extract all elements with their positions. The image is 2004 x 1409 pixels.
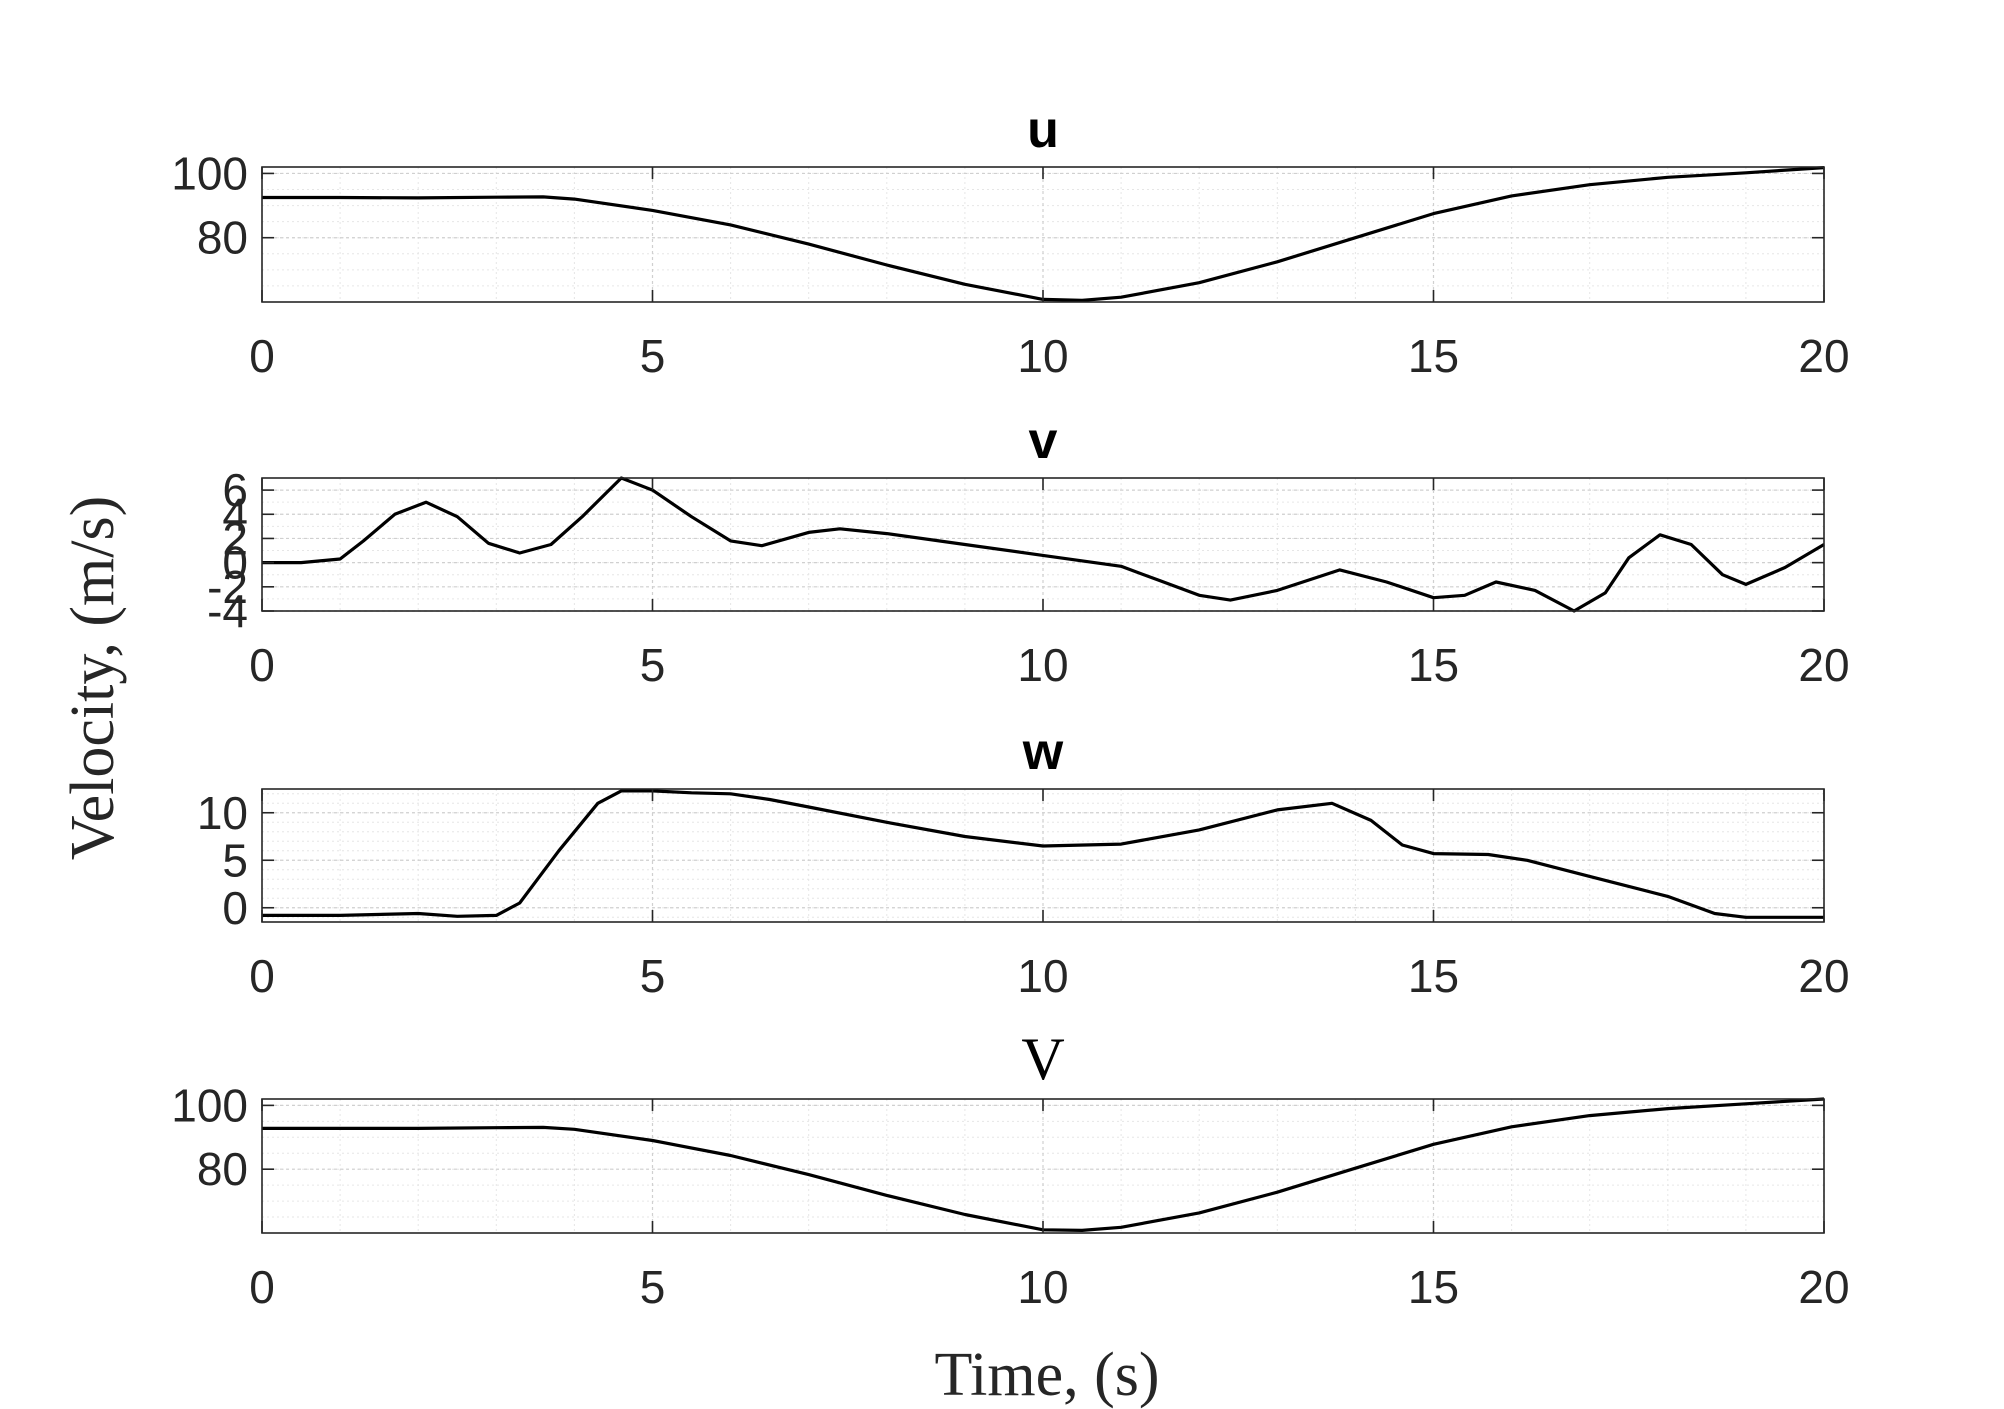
x-tick-label: 20: [1798, 639, 1849, 691]
x-tick-label: 5: [640, 330, 666, 382]
y-tick-label: 6: [222, 464, 248, 516]
x-tick-label: 10: [1017, 330, 1068, 382]
y-tick-label: 0: [222, 537, 248, 589]
series-line-w: [262, 789, 1824, 919]
x-tick-label: 20: [1798, 330, 1849, 382]
x-tick-label: 0: [249, 950, 275, 1002]
x-tick-label: 0: [249, 330, 275, 382]
x-tick-label: 15: [1408, 1261, 1459, 1313]
y-axis-label: Velocity, (m/s): [59, 496, 127, 860]
x-axis-label: Time, (s): [934, 1341, 1159, 1409]
subplot-1: 0 5 10 15 20 80 100 u: [171, 101, 1849, 382]
y-tick-label: 0: [222, 882, 248, 934]
y-tick-label: -4: [207, 585, 248, 637]
x-tick-label: 10: [1017, 950, 1068, 1002]
x-tick-label: 15: [1408, 950, 1459, 1002]
x-tick-label: 5: [640, 950, 666, 1002]
y-tick-label: 2: [222, 512, 248, 564]
y-tick-label: 10: [197, 787, 248, 839]
x-tick-label: 5: [640, 639, 666, 691]
x-tick-label: 10: [1017, 1261, 1068, 1313]
y-tick-label: 80: [197, 1143, 248, 1195]
x-tick-label: 15: [1408, 639, 1459, 691]
y-tick-label: -2: [207, 561, 248, 613]
x-tick-label: 20: [1798, 950, 1849, 1002]
subplot-4: 0 5 10 15 20 80 100 V: [171, 1026, 1849, 1313]
subplot-title: u: [1027, 101, 1059, 159]
y-tick-label: 80: [197, 212, 248, 264]
x-tick-label: 0: [249, 1261, 275, 1313]
x-tick-label: 5: [640, 1261, 666, 1313]
subplot-title: v: [1029, 412, 1058, 470]
y-tick-label: 100: [171, 1079, 248, 1131]
y-tick-label: 100: [171, 147, 248, 199]
x-tick-label: 20: [1798, 1261, 1849, 1313]
subplot-title: w: [1022, 723, 1064, 781]
x-tick-label: 0: [249, 639, 275, 691]
x-tick-label: 15: [1408, 330, 1459, 382]
subplot-title: V: [1021, 1026, 1064, 1092]
series-line-v: [262, 476, 1825, 613]
y-tick-label: 4: [222, 488, 248, 540]
x-tick-label: 10: [1017, 639, 1068, 691]
y-tick-label: 5: [222, 834, 248, 886]
